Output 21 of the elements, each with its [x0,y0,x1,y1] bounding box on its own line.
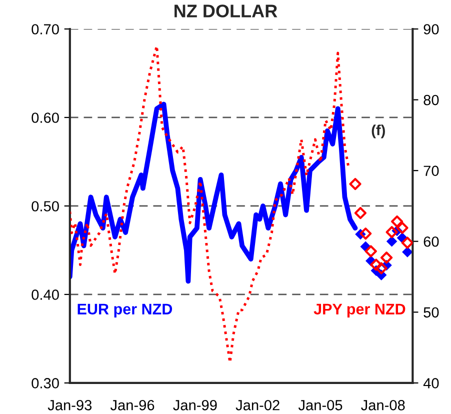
x-tick-label: Jan-93 [48,400,92,410]
y-tick-label: 0.60 [32,112,59,123]
series-label: EUR per NZD [78,304,172,318]
x-tick-label: Jan-02 [236,400,280,410]
x-tick-label: Jan-99 [173,400,217,410]
x-tick-label: Jan-05 [298,400,342,410]
y-tick-label: 0.70 [32,24,59,34]
y2-tick-label: 50 [424,307,439,318]
x-tick-label: Jan-08 [361,400,405,410]
chart-title: NZ DOLLAR [174,4,278,18]
y2-tick-label: 60 [424,236,439,247]
y2-tick-label: 80 [424,94,439,106]
y2-tick-label: 90 [424,24,439,34]
y-tick-label: 0.50 [32,201,59,212]
y-tick-label: 0.30 [32,378,59,388]
annotation: (f) [372,124,385,138]
y2-tick-label: 70 [424,166,439,176]
text: JPY per NZD [314,304,406,318]
y-tick-label: 0.40 [32,290,59,300]
y2-tick-label: 40 [423,378,439,388]
x-tick-label: Jan-96 [110,400,154,410]
